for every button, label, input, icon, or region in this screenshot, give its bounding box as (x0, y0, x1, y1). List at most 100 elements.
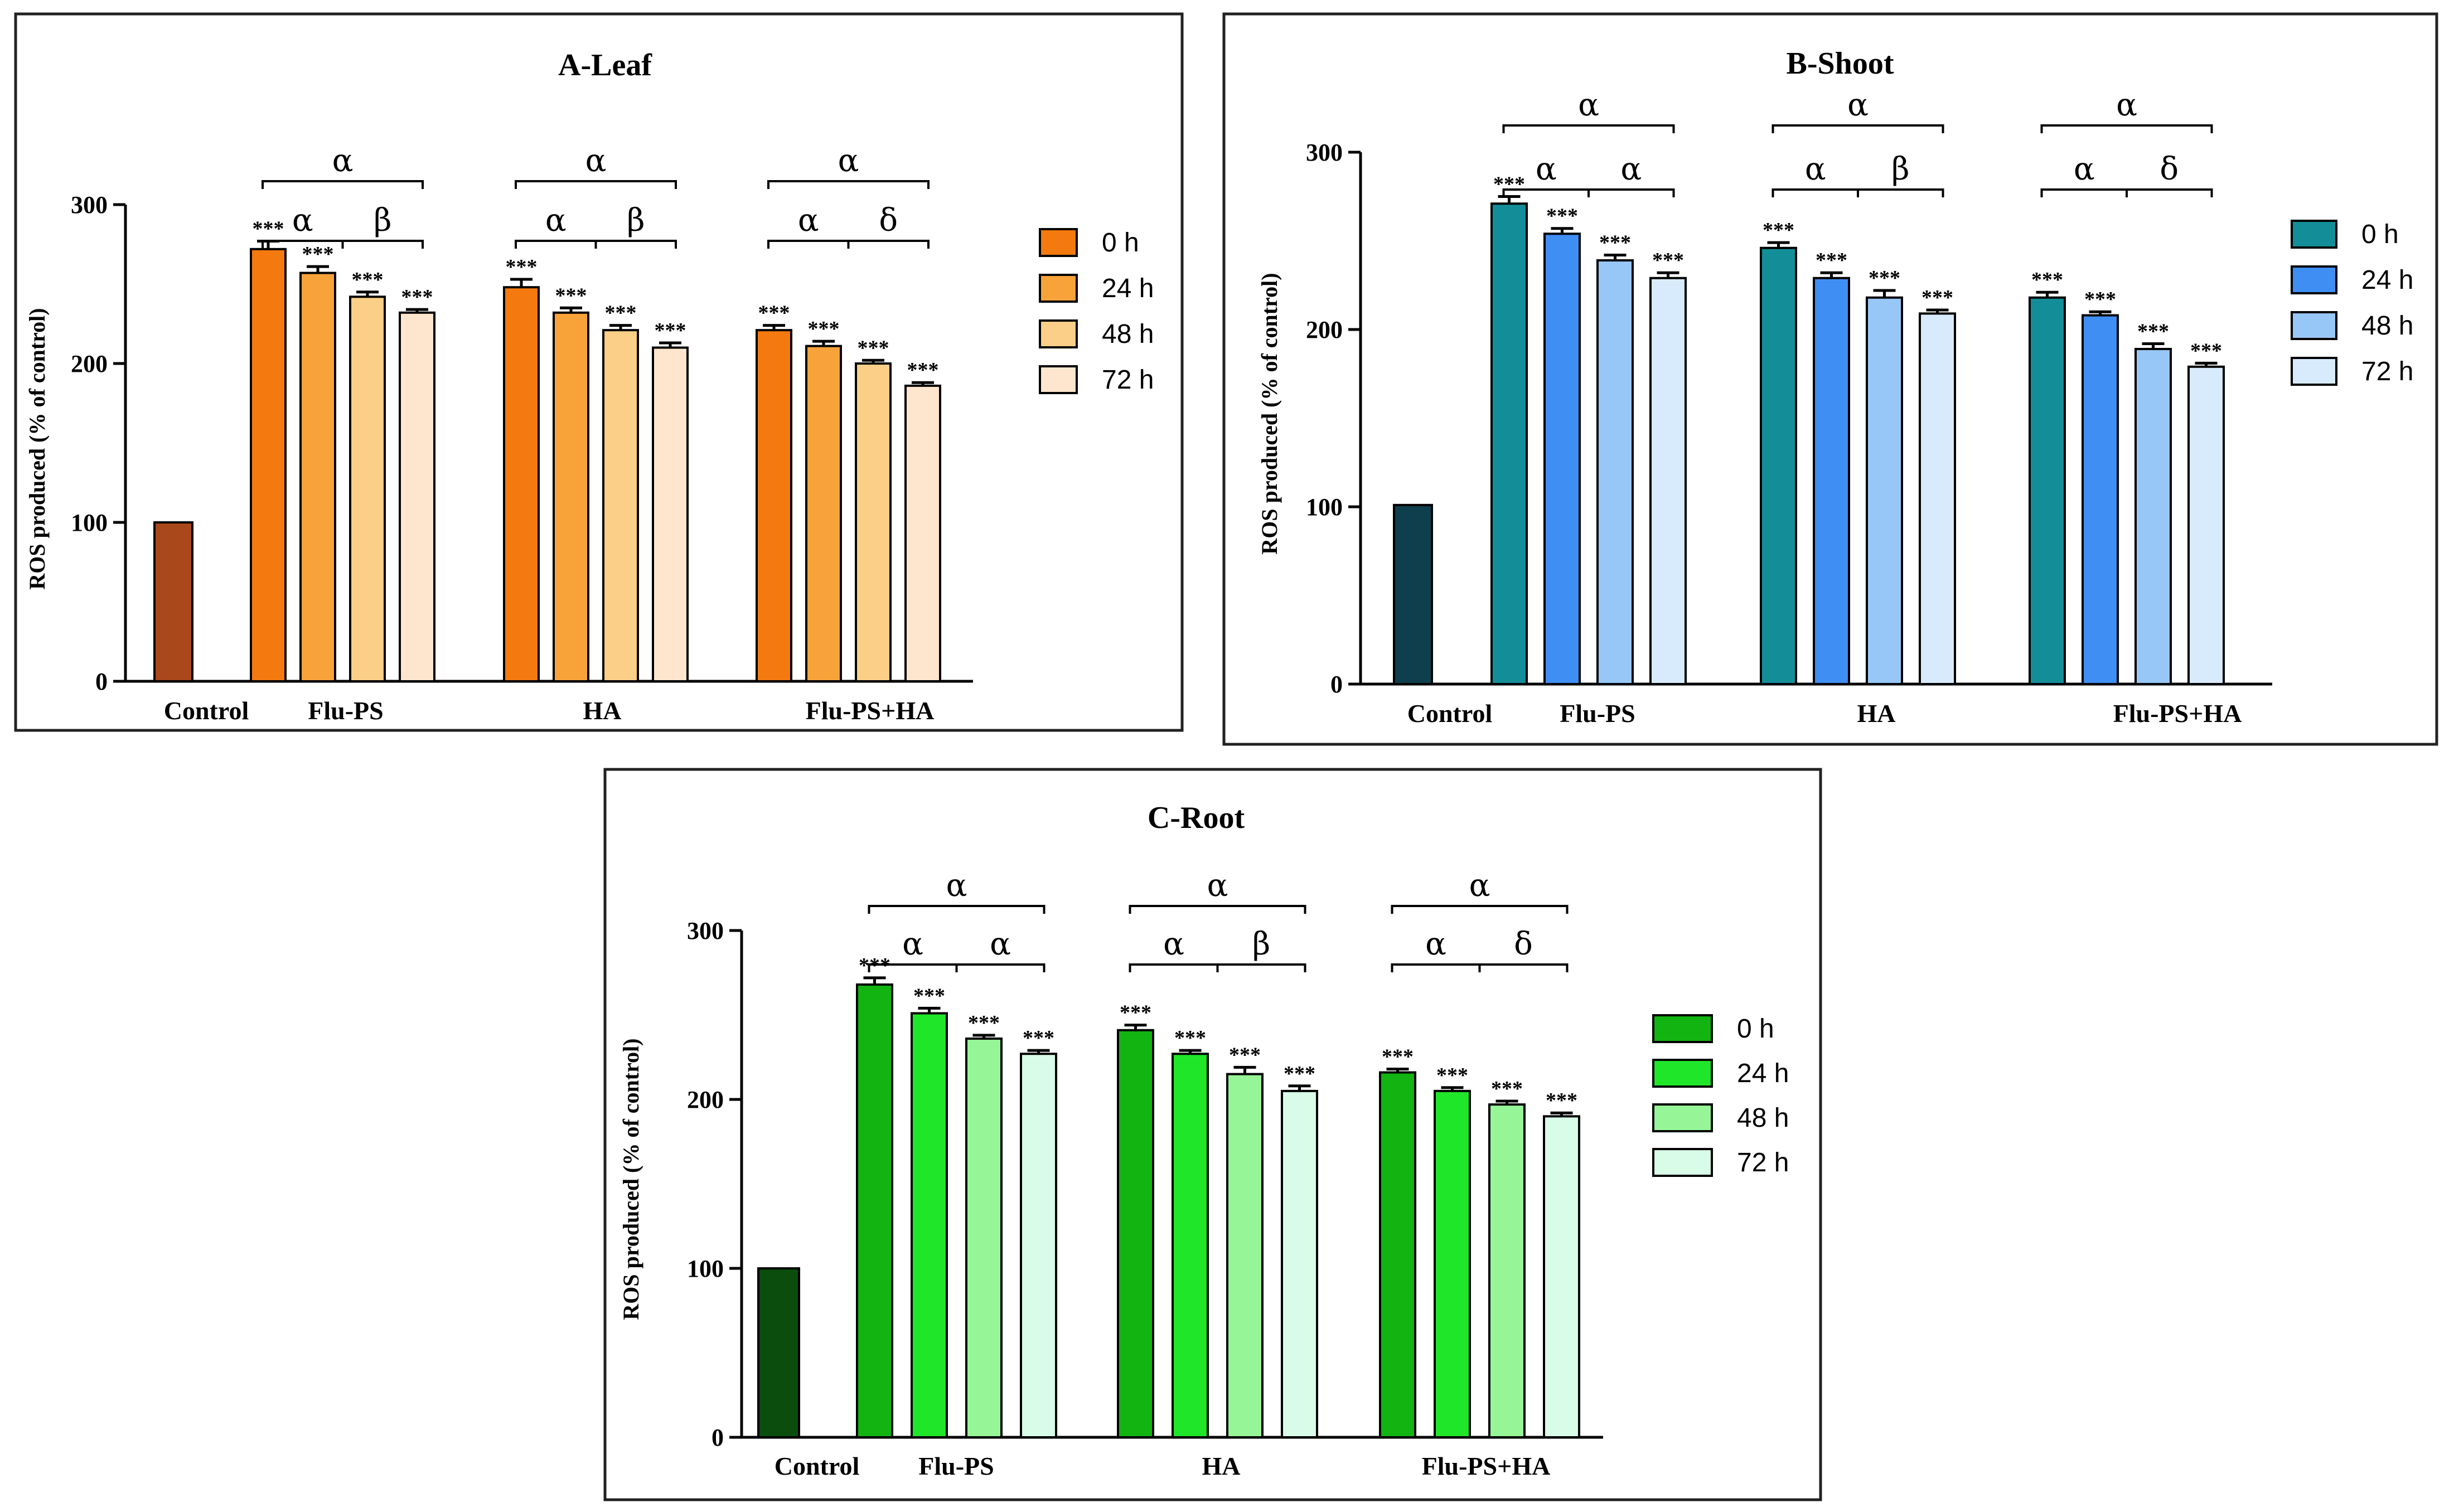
bar-flu-ps-0h (250, 248, 287, 682)
bar-flu-ps-ha-0h (1379, 1071, 1416, 1438)
bar-flu-ps-48h (965, 1037, 1003, 1439)
legend-label: 0 h (1102, 228, 1139, 258)
legend-label: 48 h (1102, 319, 1154, 349)
significance-bracket (955, 963, 1046, 972)
significance-stars: *** (352, 268, 384, 292)
bar-flu-ps-24h (911, 1012, 948, 1438)
bar-ha-24h (1172, 1053, 1209, 1438)
legend-label: 24 h (2361, 265, 2413, 295)
x-category-label: HA (1857, 699, 1896, 728)
chart-title: B-Shoot (1787, 46, 1894, 81)
bar-flu-ps-ha-24h (1434, 1089, 1471, 1438)
significance-letter: β (374, 202, 391, 239)
bar-flu-ps-24h (299, 272, 336, 682)
significance-bracket (767, 180, 930, 189)
bar-flu-ps-72h (1649, 277, 1687, 685)
significance-stars: *** (1921, 286, 1953, 309)
significance-stars: *** (506, 255, 538, 279)
significance-stars: *** (655, 319, 686, 342)
legend-swatch (1039, 274, 1078, 303)
x-category-label: HA (583, 696, 622, 725)
significance-letter: δ (2160, 151, 2179, 187)
significance-letter: α (2116, 87, 2137, 123)
x-category-label: Flu-PS (1560, 699, 1635, 728)
legend-label: 72 h (1102, 365, 1154, 395)
significance-letter: α (1425, 926, 1446, 962)
significance-letter: α (1207, 868, 1228, 904)
legend-swatch (1039, 319, 1078, 348)
panel-root: C-Root ROS produced (% of control) 0 100 200… (603, 768, 1822, 1501)
significance-letter: δ (1514, 926, 1533, 962)
significance-letter: α (902, 926, 923, 962)
x-category-label: Flu-PS+HA (2113, 699, 2242, 728)
significance-bracket (1391, 905, 1569, 914)
significance-letter: α (332, 143, 354, 179)
y-axis-label: ROS produced (% of control) (1257, 273, 1282, 554)
bar-flu-ps-ha-72h (1543, 1115, 1580, 1439)
panel-leaf: A-Leaf ROS produced (% of control) 0 100 200… (14, 12, 1184, 732)
significance-stars: *** (968, 1011, 1000, 1035)
significance-letter: α (838, 143, 859, 179)
y-tick-label: 0 (95, 668, 108, 695)
significance-bracket (2040, 124, 2213, 133)
significance-stars: *** (2031, 268, 2063, 292)
bar-flu-ps-0h (856, 983, 893, 1438)
significance-letter: α (990, 926, 1011, 962)
bar-ha-72h (1281, 1089, 1318, 1438)
significance-bracket (594, 240, 677, 249)
bar-ha-24h (553, 311, 589, 682)
y-axis-label: ROS produced (% of control) (25, 308, 50, 589)
y-tick-label: 100 (71, 509, 108, 536)
significance-stars: *** (907, 358, 939, 382)
bar-flu-ps-72h (399, 311, 435, 682)
significance-stars: *** (253, 217, 284, 241)
significance-letter: α (1469, 868, 1490, 904)
x-category-label: Control (164, 696, 249, 725)
bar-flu-ps-ha-48h (2134, 347, 2172, 685)
x-category-label: Flu-PS (308, 696, 383, 725)
bar-ha-48h (1226, 1073, 1264, 1439)
significance-bracket (1129, 905, 1306, 914)
bar-ha-0h (503, 286, 540, 682)
legend-label: 72 h (1737, 1148, 1789, 1177)
significance-letter: α (1163, 926, 1184, 962)
significance-stars: *** (401, 285, 433, 309)
significance-stars: *** (2084, 288, 2116, 311)
significance-stars: *** (1546, 1089, 1577, 1112)
legend-swatch (2291, 357, 2337, 386)
legend-swatch (1039, 365, 1078, 394)
y-tick-label: 200 (71, 350, 108, 377)
bar-ha-48h (602, 329, 639, 682)
bar-flu-ps-48h (1596, 259, 1634, 686)
bar-flu-ps-ha-24h (2082, 314, 2119, 685)
y-tick-label: 300 (1306, 139, 1343, 166)
significance-stars: *** (1546, 205, 1578, 228)
significance-stars: *** (1493, 173, 1525, 196)
significance-stars: *** (1023, 1026, 1054, 1050)
significance-stars: *** (1491, 1077, 1523, 1101)
significance-bracket (847, 240, 930, 249)
bar-ha-72h (1919, 312, 1956, 685)
y-tick-label: 0 (1330, 671, 1343, 698)
bar-control (153, 521, 193, 682)
bar-ha-72h (652, 346, 689, 682)
y-axis-label: ROS produced (% of control) (618, 1038, 643, 1320)
significance-letter: β (627, 202, 645, 239)
panel-shoot: B-Shoot ROS produced (% of control) 0 100 20… (1222, 12, 2438, 746)
significance-stars: *** (1599, 231, 1631, 254)
significance-stars: *** (555, 284, 587, 307)
y-tick-label: 100 (1306, 493, 1343, 521)
significance-bracket (1587, 188, 1675, 197)
significance-bracket (515, 180, 677, 189)
significance-letter: δ (879, 202, 898, 239)
significance-bracket (1857, 188, 1944, 197)
legend-swatch (1652, 1059, 1713, 1088)
y-tick-label: 200 (687, 1086, 724, 1113)
chart-title: C-Root (1148, 801, 1245, 835)
significance-stars: *** (605, 302, 637, 325)
significance-letter: α (798, 202, 819, 239)
legend-label: 48 h (2361, 311, 2413, 341)
significance-bracket (868, 905, 1046, 914)
bar-ha-24h (1813, 277, 1850, 685)
